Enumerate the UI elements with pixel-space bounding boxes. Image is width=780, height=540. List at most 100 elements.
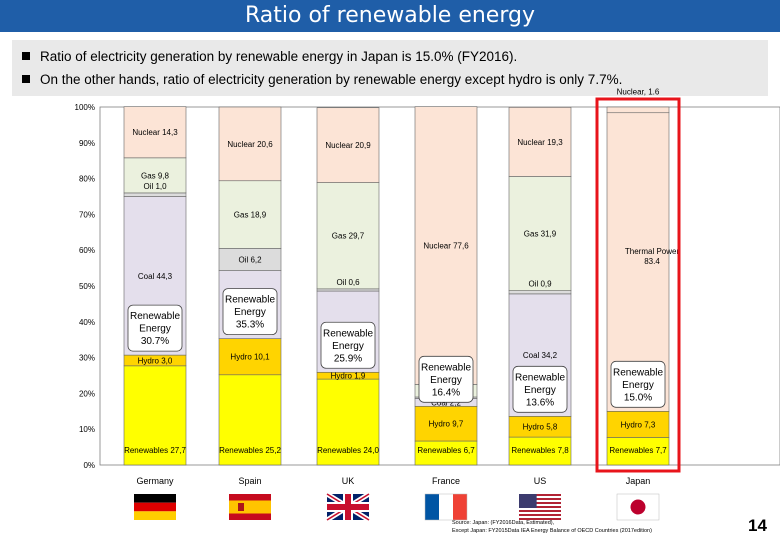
segment-data-label: Hydro 5,8 (523, 423, 558, 432)
source-footnote: Source: Japan: (FY2016Data, Estimated), … (452, 519, 652, 535)
renewable-total-label: Renewable Energy 15.0% (613, 367, 663, 403)
segment-data-label: Nuclear, 1.6 (617, 88, 660, 97)
us-flag-canton (519, 494, 537, 508)
segment-data-label: Renewables 7,8 (511, 446, 569, 455)
segment-data-label: Hydro 9,7 (429, 420, 464, 429)
renewable-total-callout (512, 365, 568, 413)
bullet-text: On the other hands, ratio of electricity… (40, 72, 623, 87)
bar-segment-oil (316, 288, 380, 292)
renewable-total-callout (127, 304, 183, 352)
segment-data-label: Nuclear 20,9 (325, 141, 371, 150)
segment-data-label: Oil 1,0 (143, 182, 167, 191)
bar-segment-nuclear (316, 107, 380, 183)
us-flag-stripe (519, 518, 561, 520)
bar-segment-renewables (218, 374, 282, 466)
segment-data-label: Nuclear 19,3 (517, 138, 563, 147)
footnote-line: Except Japan: FY2015Data IEA Energy Bala… (452, 528, 652, 534)
square-bullet-icon (22, 52, 30, 60)
x-tick-label: UK (342, 476, 355, 486)
us-flag-stripe (519, 514, 561, 516)
bar-segment-hydro (606, 410, 670, 438)
segment-data-label: Coal 44,3 (138, 272, 173, 281)
germany-flag-stripe (134, 511, 176, 520)
bar-segment-nuclear (606, 106, 670, 114)
segment-data-label: Gas 9,8 (141, 171, 170, 180)
renewable-total-callout (320, 321, 376, 369)
bullet-item: Ratio of electricity generation by renew… (22, 45, 758, 68)
segment-data-label: Renewables 7,7 (609, 446, 667, 455)
segment-data-label: Nuclear 14,3 (132, 128, 178, 137)
renewable-total-callout (222, 288, 278, 336)
bar-segment-gas (218, 180, 282, 249)
summary-box: Ratio of electricity generation by renew… (12, 40, 768, 96)
us-flag-stripe (519, 494, 561, 496)
renewable-total-label: Renewable Energy 16.4% (421, 362, 471, 398)
segment-data-label: Hydro 10,1 (230, 353, 270, 362)
france-flag-border (424, 493, 468, 521)
footnote-line: Source: Japan: (FY2016Data, Estimated), (452, 520, 555, 526)
segment-data-label: Thermal Power 83.4 (625, 247, 680, 266)
segment-data-label: Nuclear 77,6 (423, 242, 469, 251)
uk-flag-cross-red (327, 504, 369, 510)
bar-segment-nuclear (414, 106, 478, 385)
us-flag-stripe (519, 510, 561, 512)
spain-flag-stripe (229, 500, 271, 514)
renewable-total-callout (418, 355, 474, 403)
us-flag-stripe (519, 506, 561, 508)
bar-segment-hydro (218, 338, 282, 376)
x-tick-label: US (534, 476, 547, 486)
germany-flag-stripe (134, 502, 176, 512)
renewable-total-label: Renewable Energy 30.7% (130, 311, 180, 347)
bar-segment-gas (508, 176, 572, 291)
segment-data-label: Oil 6,2 (238, 256, 262, 265)
slide-title: Ratio of renewable energy (0, 0, 780, 32)
x-tick-label: Spain (238, 476, 261, 486)
bar-segment-renewables (508, 436, 572, 466)
y-tick-label: 90% (79, 139, 95, 148)
bar-segment-renewables (123, 365, 187, 466)
bar-segment-oil (123, 192, 187, 197)
bar-segment-oil (508, 290, 572, 295)
renewable-total-callout (610, 360, 666, 408)
germany-flag (134, 494, 176, 503)
us-flag-stripe (519, 498, 561, 500)
bar-segment-hydro (414, 405, 478, 442)
x-tick-label: Japan (626, 476, 651, 486)
bar-segment-renewables (316, 378, 380, 466)
y-tick-label: 70% (79, 210, 95, 219)
segment-data-label: Coal 34,2 (523, 351, 558, 360)
renewable-total-label: Renewable Energy 13.6% (515, 372, 565, 408)
bullet-text: Ratio of electricity generation by renew… (40, 49, 518, 64)
bullet-item: On the other hands, ratio of electricity… (22, 68, 758, 91)
renewable-total-label: Renewable Energy 25.9% (323, 328, 373, 364)
segment-data-label: Renewables 24,0 (317, 446, 379, 455)
segment-data-label: Gas 18,9 (234, 211, 267, 220)
bar-segment-nuclear (218, 106, 282, 182)
segment-data-label: Nuclear 20,6 (227, 140, 273, 149)
y-tick-label: 20% (79, 389, 95, 398)
spain-flag-emblem (238, 503, 244, 511)
renewable-total-label: Renewable Energy 35.3% (225, 295, 275, 331)
segment-data-label: Hydro 7,3 (621, 420, 656, 429)
x-tick-label: France (432, 476, 460, 486)
y-tick-label: 80% (79, 175, 95, 184)
france-flag-stripe (453, 494, 467, 520)
highlight-frame (595, 97, 681, 473)
france-flag-stripe (439, 494, 453, 520)
segment-data-label: Renewables 25,2 (219, 446, 281, 455)
segment-data-label: Gas 29,7 (332, 232, 365, 241)
page-number: 14 (748, 516, 767, 535)
us-flag-stripe (519, 502, 561, 504)
segment-data-label: Hydro 1,9 (331, 372, 366, 381)
y-tick-label: 100% (75, 103, 95, 112)
y-tick-label: 60% (79, 246, 95, 255)
y-tick-label: 50% (79, 282, 95, 291)
segment-data-label: Hydro 3,0 (138, 356, 173, 365)
bar-segment-nuclear (508, 107, 572, 177)
segment-data-label: Gas 31,9 (524, 230, 557, 239)
square-bullet-icon (22, 75, 30, 83)
segment-data-label: Renewables 6,7 (417, 446, 475, 455)
france-flag (425, 494, 439, 520)
y-tick-label: 10% (79, 425, 95, 434)
